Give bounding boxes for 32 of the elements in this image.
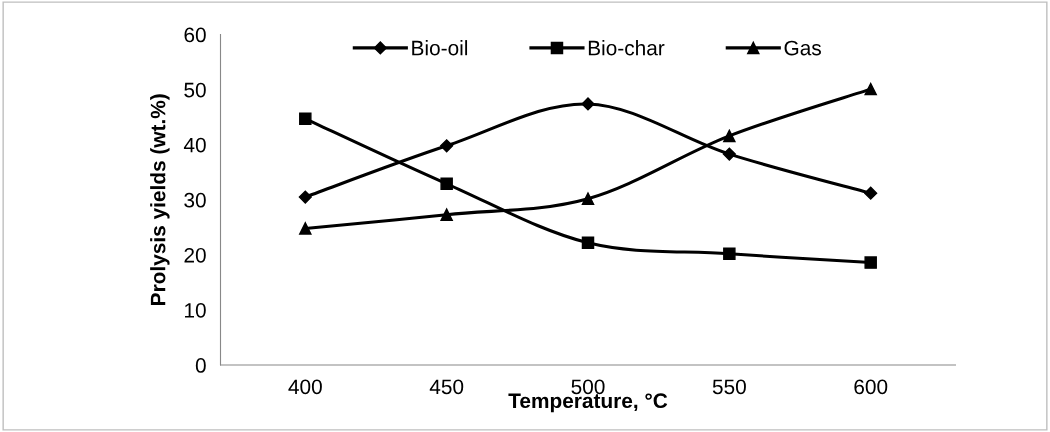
point	[581, 97, 595, 111]
point	[864, 256, 877, 269]
x-tick-label: 550	[712, 379, 746, 395]
point	[299, 222, 312, 235]
point	[440, 139, 454, 153]
point	[298, 190, 312, 204]
legend-label: Bio-char	[588, 40, 665, 56]
legend-label: Bio-oil	[412, 40, 468, 56]
x-tick-label: 500	[571, 379, 605, 395]
point	[440, 177, 453, 191]
point	[440, 208, 453, 221]
point	[722, 147, 736, 161]
y-tick-label: 30	[184, 192, 206, 208]
y-tick-label: 10	[185, 302, 206, 318]
y-tick-label: 40	[183, 137, 206, 153]
x-tick-label: 450	[429, 379, 464, 395]
x-tick-label: 400	[288, 379, 322, 395]
point	[864, 82, 877, 96]
point	[723, 129, 736, 143]
x-axis-title: Temperature, °C	[508, 393, 668, 413]
y-tick-label: 50	[184, 82, 206, 98]
point	[581, 192, 595, 205]
point	[723, 247, 736, 261]
y-tick-label: 20	[184, 247, 206, 263]
point	[299, 112, 312, 126]
legend-label: Gas	[784, 40, 821, 56]
y-tick-label: 60	[184, 27, 206, 43]
y-tick-label: 0	[195, 358, 206, 373]
x-tick-label: 600	[854, 379, 888, 395]
point	[581, 236, 595, 250]
point	[864, 186, 878, 200]
y-axis-title: Prolysis yields (wt.%)	[150, 94, 170, 305]
